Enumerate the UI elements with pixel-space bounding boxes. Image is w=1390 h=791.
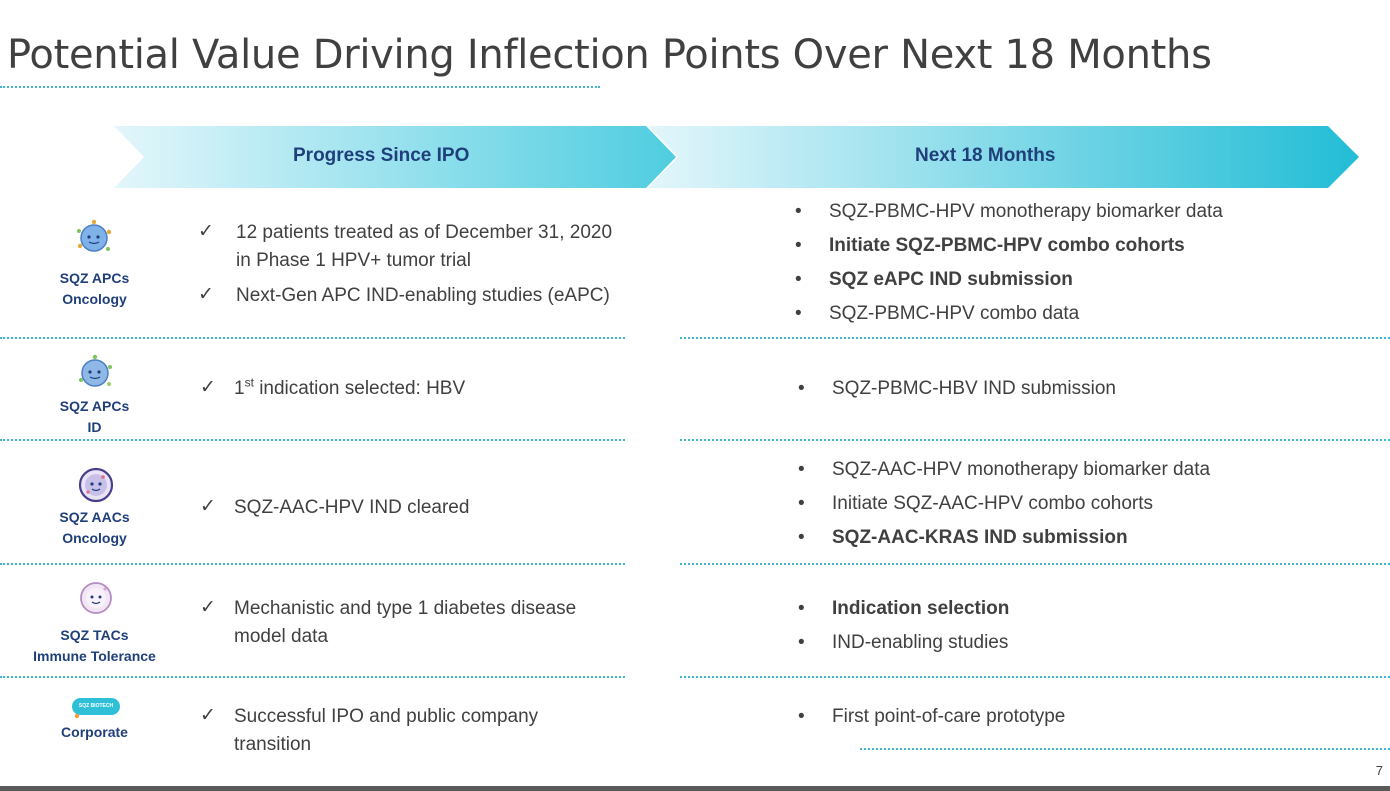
- progress-item: ✓ 1st indication selected: HBV: [200, 375, 465, 403]
- checkmark-icon: ✓: [200, 376, 216, 398]
- cell-aac-icon: [78, 467, 114, 503]
- next-item: • First point-of-care prototype: [798, 704, 1065, 730]
- bullet-icon: •: [798, 459, 805, 480]
- row-label-tacs-immune-tolerance: SQZ TACs Immune Tolerance: [33, 627, 156, 664]
- row-label-apcs-oncology: SQZ APCs Oncology: [59, 270, 130, 307]
- progress-item: ✓ 12 patients treated as of December 31,…: [198, 219, 612, 275]
- bullet-icon: •: [798, 378, 805, 399]
- next-item: • IND-enabling studies: [798, 630, 1008, 656]
- progress-arrow-shape: [114, 126, 676, 188]
- row-label-aacs-oncology: SQZ AACs Oncology: [59, 509, 130, 546]
- checkmark-icon: ✓: [198, 220, 214, 242]
- bullet-icon: •: [795, 303, 802, 324]
- bullet-icon: •: [798, 527, 805, 548]
- next-item: • SQZ-AAC-HPV monotherapy biomarker data: [798, 457, 1210, 483]
- progress-item: ✓ Mechanistic and type 1 diabetes diseas…: [200, 595, 576, 651]
- checkmark-icon: ✓: [198, 283, 214, 305]
- bullet-icon: •: [798, 598, 805, 619]
- row-divider: [0, 676, 625, 678]
- cell-apc-id-icon: [79, 354, 112, 387]
- row-divider: [680, 337, 1390, 339]
- progress-item: ✓ Successful IPO and public company tran…: [200, 703, 538, 759]
- footer-bar: [0, 786, 1390, 791]
- row-label-corporate: Corporate: [61, 724, 128, 740]
- next-item: • SQZ eAPC IND submission: [795, 267, 1073, 293]
- title-underline: [0, 86, 600, 88]
- row-divider: [680, 676, 1390, 678]
- bullet-icon: •: [798, 493, 805, 514]
- row-divider: [0, 563, 625, 565]
- column-header-arrows: [114, 126, 1359, 188]
- bullet-icon: •: [795, 269, 802, 290]
- next-item: • Indication selection: [798, 596, 1009, 622]
- bullet-icon: •: [798, 706, 805, 727]
- bullet-icon: •: [798, 632, 805, 653]
- sqz-biotech-logo-icon: [72, 698, 120, 719]
- row-label-apcs-id: SQZ APCs ID: [59, 398, 130, 435]
- checkmark-icon: ✓: [200, 596, 216, 618]
- row-divider: [680, 439, 1390, 441]
- row-divider: [860, 748, 1390, 750]
- next-18-months-header: Next 18 Months: [915, 145, 1056, 166]
- row-divider: [0, 337, 625, 339]
- page-number: 7: [1375, 763, 1383, 778]
- row-divider: [0, 439, 625, 441]
- bullet-icon: •: [795, 235, 802, 256]
- cell-tac-icon: [80, 582, 112, 614]
- next-arrow-shape: [648, 126, 1359, 188]
- next-item: • Initiate SQZ-AAC-HPV combo cohorts: [798, 491, 1153, 517]
- next-item: • SQZ-PBMC-HPV combo data: [795, 301, 1079, 327]
- checkmark-icon: ✓: [200, 495, 216, 517]
- bullet-icon: •: [795, 201, 802, 222]
- next-item: • Initiate SQZ-PBMC-HPV combo cohorts: [795, 233, 1185, 259]
- next-item: • SQZ-PBMC-HBV IND submission: [798, 376, 1116, 402]
- progress-item: ✓ Next-Gen APC IND-enabling studies (eAP…: [198, 282, 610, 310]
- progress-item: ✓ SQZ-AAC-HPV IND cleared: [200, 494, 469, 522]
- slide-title: Potential Value Driving Inflection Point…: [7, 32, 1212, 78]
- logo-wordmark: SQZ BIOTECH: [78, 703, 114, 709]
- checkmark-icon: ✓: [200, 704, 216, 726]
- cell-apc-icon: [77, 219, 112, 252]
- row-divider: [680, 563, 1390, 565]
- progress-since-ipo-header: Progress Since IPO: [293, 145, 470, 166]
- next-item: • SQZ-AAC-KRAS IND submission: [798, 525, 1128, 551]
- next-item: • SQZ-PBMC-HPV monotherapy biomarker dat…: [795, 199, 1223, 225]
